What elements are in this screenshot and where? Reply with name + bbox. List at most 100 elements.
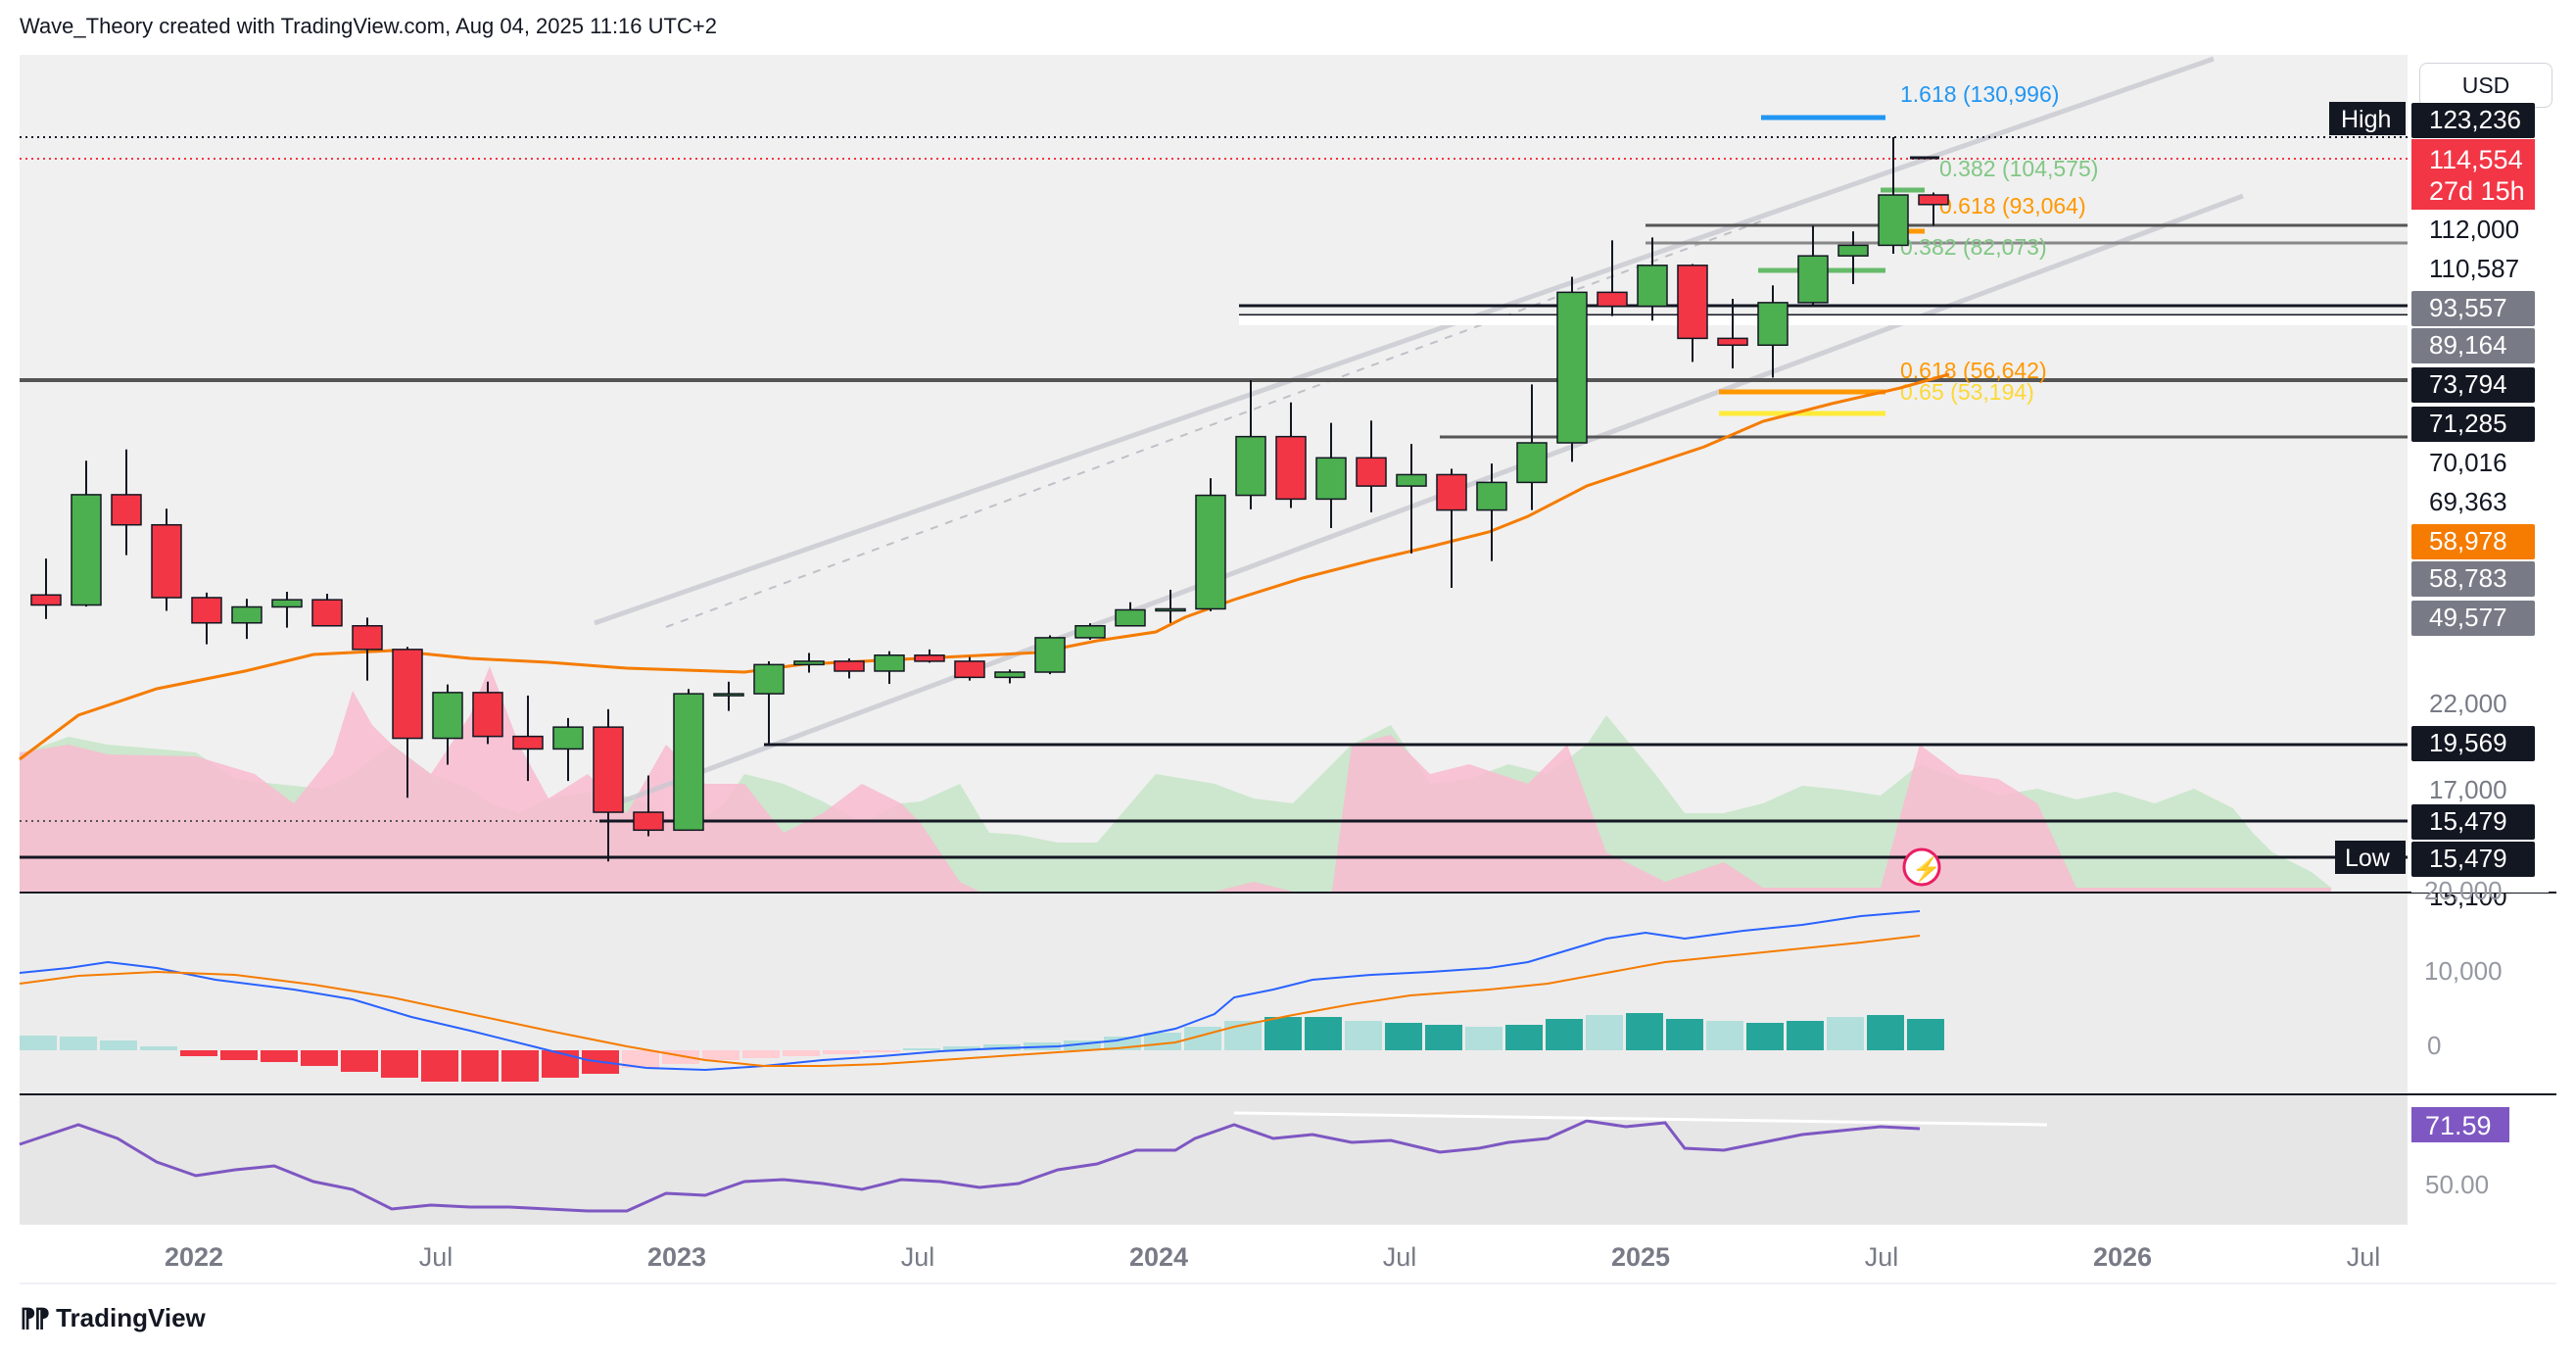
candle[interactable]: [994, 669, 1026, 684]
candle-body: [311, 599, 343, 627]
candle-body: [1396, 473, 1427, 487]
candle[interactable]: [753, 660, 785, 745]
macd-bar: [1867, 1015, 1904, 1050]
candle[interactable]: [1195, 478, 1226, 611]
candle[interactable]: [1677, 264, 1708, 363]
macd-bar: [1024, 1042, 1061, 1050]
candle[interactable]: [1396, 444, 1427, 554]
candle[interactable]: [593, 708, 624, 862]
price-level-13: 17,000: [2429, 775, 2507, 804]
candle[interactable]: [472, 681, 503, 745]
candle[interactable]: [1275, 402, 1307, 508]
candle[interactable]: [793, 653, 825, 673]
candle[interactable]: [1155, 589, 1186, 623]
zone-89164: [1239, 315, 2408, 325]
macd-bar: [261, 1050, 298, 1062]
candle[interactable]: [1516, 384, 1548, 510]
candle-body: [71, 494, 102, 606]
candle[interactable]: [151, 508, 182, 611]
macd-bar: [622, 1050, 659, 1068]
candle-body: [1637, 265, 1668, 308]
rsi-level-text: 50.00: [2425, 1170, 2489, 1199]
candle[interactable]: [633, 775, 664, 837]
candle[interactable]: [954, 656, 985, 681]
candle[interactable]: [1918, 192, 1949, 226]
candle[interactable]: [1235, 379, 1266, 509]
time-label-0: 2022: [165, 1242, 223, 1272]
candle-body: [1195, 494, 1226, 610]
flash-icon[interactable]: [1902, 847, 1941, 887]
candle[interactable]: [1074, 623, 1106, 640]
candle[interactable]: [1757, 285, 1789, 378]
candle[interactable]: [713, 681, 744, 711]
candle-body: [633, 811, 664, 832]
candle[interactable]: [392, 647, 423, 798]
candle[interactable]: [71, 460, 102, 607]
time-axis[interactable]: 2022 Jul 2023 Jul 2024 Jul 2025 Jul 2026 Jul: [165, 1242, 2380, 1272]
close-label: C: [768, 67, 786, 92]
ema-line: [19, 372, 1950, 761]
candle[interactable]: [1115, 602, 1146, 627]
candle-body: [994, 671, 1026, 679]
candle[interactable]: [1637, 237, 1668, 321]
candle[interactable]: [191, 592, 222, 645]
candle[interactable]: [673, 689, 704, 832]
macd-bar: [341, 1050, 378, 1072]
candle-body: [1356, 457, 1387, 487]
candle[interactable]: [271, 591, 303, 628]
symbol-name[interactable]: Bitcoin / U.S. Dollar · 1M · BITSTAMP: [35, 67, 413, 92]
candle[interactable]: [111, 449, 142, 556]
candle[interactable]: [1315, 422, 1347, 528]
candle[interactable]: [1476, 463, 1507, 561]
candle[interactable]: [874, 651, 905, 685]
candle-body: [673, 693, 704, 832]
macd-bar: [662, 1050, 699, 1064]
channel-upper-line: [594, 56, 2215, 626]
macd-bar: [1144, 1033, 1181, 1050]
candle[interactable]: [1797, 225, 1829, 307]
candle[interactable]: [1717, 299, 1748, 369]
candle[interactable]: [914, 649, 945, 663]
candle-body: [1677, 265, 1708, 340]
candle[interactable]: [1556, 276, 1588, 462]
macd-bar: [582, 1050, 619, 1074]
candle-body: [191, 597, 222, 624]
candle[interactable]: [311, 594, 343, 627]
tradingview-footer[interactable]: ⁋⁋ TradingView: [20, 1303, 206, 1333]
price-level-13-text: 17,000: [2429, 775, 2507, 804]
candle-body: [874, 654, 905, 672]
fib-label-065-low: 0.65 (53,194): [1900, 379, 2034, 405]
rsi-pane-bg: [20, 1095, 2408, 1225]
candle[interactable]: [552, 717, 584, 782]
candle-body: [151, 523, 182, 599]
rsi-value-badge: [2411, 1107, 2509, 1142]
last-price-badge: [2411, 139, 2535, 210]
candle[interactable]: [432, 684, 463, 765]
macd-bar: [1345, 1021, 1382, 1050]
candle[interactable]: [1356, 420, 1387, 512]
macd-bar: [1706, 1021, 1743, 1050]
candle[interactable]: [1034, 635, 1066, 675]
time-label-6: 2025: [1611, 1242, 1670, 1272]
price-level-7: 69,363: [2429, 487, 2507, 516]
macd-bar: [783, 1050, 820, 1056]
candle[interactable]: [352, 617, 383, 681]
time-label-3: Jul: [901, 1242, 935, 1272]
macd-bar: [461, 1050, 499, 1082]
candle[interactable]: [1597, 240, 1628, 316]
macd-bar: [742, 1050, 780, 1058]
price-level-9-bg: [2411, 561, 2535, 597]
candle[interactable]: [1878, 137, 1909, 254]
macd-bar: [1666, 1019, 1703, 1050]
candle[interactable]: [512, 695, 544, 782]
price-level-1: 110,587: [2429, 254, 2519, 283]
candle[interactable]: [1837, 231, 1869, 284]
candle[interactable]: [231, 599, 262, 640]
currency-button[interactable]: USD: [2419, 63, 2552, 108]
candle[interactable]: [30, 558, 62, 619]
candle[interactable]: [834, 658, 865, 679]
macd-bar: [983, 1044, 1021, 1050]
candle[interactable]: [1436, 468, 1467, 588]
